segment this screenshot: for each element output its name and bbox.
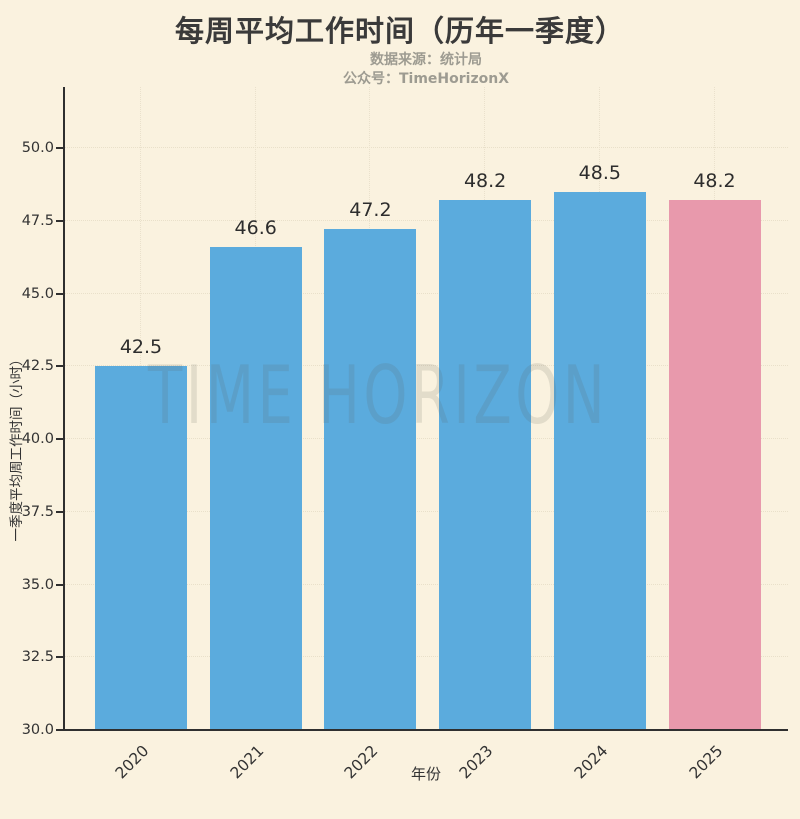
y-gridline — [64, 147, 788, 148]
y-gridline — [64, 510, 788, 512]
y-gridline — [64, 219, 788, 221]
chart-subtitle-account: 公众号：TimeHorizonX — [343, 71, 509, 87]
bar-value-label: 48.2 — [693, 170, 736, 193]
y-tick-mark — [56, 147, 64, 149]
y-tick-label: 40.0 — [21, 431, 54, 447]
y-axis-title: 一季度平均周工作时间（小时） — [9, 352, 25, 542]
plot-area: 30.0 32.5 35.0 37.5 40.0 42.5 45.0 47.5 50.0 42.5… — [21, 87, 788, 782]
bar-2024 — [553, 191, 646, 730]
bar-value-label: 47.2 — [349, 199, 392, 222]
x-tick-label: 2024 — [570, 741, 612, 783]
y-tick-label: 35.0 — [21, 576, 54, 593]
bar-2022 — [324, 229, 417, 730]
chart-subtitle-source: 数据来源：统计局 — [370, 52, 482, 68]
y-gridline — [64, 292, 788, 294]
bar-2025 — [668, 200, 761, 730]
y-gridline — [64, 656, 788, 658]
bar-2021 — [209, 246, 302, 730]
bar-value-label: 46.6 — [234, 216, 277, 239]
y-tick-label: 45.0 — [21, 285, 54, 302]
x-axis-title: 年份 — [410, 765, 441, 783]
y-axis-spine — [63, 87, 65, 731]
x-axis-spine — [63, 729, 788, 731]
y-tick-mark — [56, 292, 64, 295]
y-tick-label: 30.0 — [21, 722, 54, 738]
y-tick-label: 32.5 — [21, 649, 54, 666]
y-tick-label: 50.0 — [21, 140, 54, 156]
bar-chart: 每周平均工作时间（历年一季度） 数据来源：统计局 公众号：TimeHorizon… — [9, 14, 788, 783]
y-gridline — [64, 583, 788, 585]
y-tick-mark — [56, 729, 64, 731]
x-tick-label: 2020 — [111, 741, 153, 783]
bar-value-label: 48.2 — [463, 170, 507, 193]
y-tick-mark — [56, 438, 64, 440]
y-tick-label: 37.5 — [21, 503, 54, 520]
y-gridline — [64, 365, 788, 367]
y-tick-mark — [56, 510, 64, 513]
x-tick-label: 2025 — [685, 741, 726, 783]
bar-value-label: 48.5 — [578, 161, 621, 184]
x-tick-label: 2021 — [226, 741, 268, 783]
y-tick-mark — [56, 219, 64, 222]
bar-2020 — [95, 366, 187, 730]
bar-value-label: 42.5 — [119, 336, 163, 359]
chart-title: 每周平均工作时间（历年一季度） — [174, 14, 625, 48]
y-tick-mark — [56, 365, 64, 368]
y-tick-label: 47.5 — [21, 212, 54, 229]
y-tick-mark — [56, 583, 64, 586]
bar-2023 — [439, 200, 532, 730]
y-gridline — [64, 438, 788, 439]
y-tick-mark — [56, 656, 64, 659]
y-tick-label: 42.5 — [21, 358, 54, 375]
